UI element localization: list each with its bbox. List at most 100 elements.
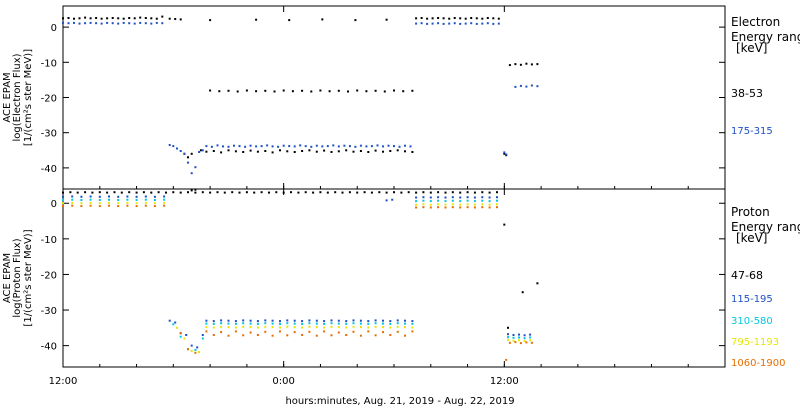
point-175-315 bbox=[117, 22, 120, 25]
point-115-195 bbox=[117, 195, 120, 198]
point-38-53 bbox=[111, 17, 114, 19]
point-175-315 bbox=[168, 144, 171, 146]
point-175-315 bbox=[481, 22, 484, 25]
point-1060-1900 bbox=[279, 330, 281, 333]
point-1060-1900 bbox=[227, 334, 230, 337]
point-175-315 bbox=[161, 22, 164, 25]
point-1060-1900 bbox=[496, 206, 498, 209]
point-38-53 bbox=[319, 89, 322, 92]
point-115-195 bbox=[264, 319, 267, 322]
point-175-315 bbox=[505, 153, 508, 156]
point-115-195 bbox=[168, 319, 171, 322]
point-47-68 bbox=[128, 191, 131, 194]
point-175-315 bbox=[409, 145, 412, 148]
point-175-315 bbox=[111, 22, 114, 25]
point-310-580 bbox=[256, 322, 259, 325]
point-795-1193 bbox=[220, 325, 223, 328]
point-38-53 bbox=[525, 62, 528, 65]
point-38-53 bbox=[337, 150, 340, 153]
point-175-315 bbox=[238, 145, 241, 148]
point-47-68 bbox=[363, 191, 366, 194]
point-115-195 bbox=[301, 320, 304, 323]
point-310-580 bbox=[352, 322, 355, 325]
point-175-315 bbox=[106, 21, 109, 24]
point-1060-1900 bbox=[374, 334, 377, 337]
point-1060-1900 bbox=[444, 206, 447, 209]
point-795-1193 bbox=[108, 201, 110, 204]
point-38-53 bbox=[393, 89, 395, 92]
point-1060-1900 bbox=[466, 206, 469, 209]
point-115-195 bbox=[135, 195, 138, 198]
point-47-68 bbox=[179, 191, 182, 194]
point-1060-1900 bbox=[293, 331, 296, 334]
point-1060-1900 bbox=[301, 334, 304, 336]
point-1060-1900 bbox=[117, 205, 120, 208]
point-38-53 bbox=[67, 17, 70, 19]
electron-y-axis: 0 -10 -20 -30 -40 bbox=[41, 23, 725, 175]
point-1060-1900 bbox=[505, 358, 508, 361]
point-115-195 bbox=[249, 319, 252, 322]
point-38-53 bbox=[442, 17, 445, 20]
point-38-53 bbox=[382, 150, 384, 153]
point-1060-1900 bbox=[367, 330, 370, 333]
point-310-580 bbox=[89, 198, 92, 201]
point-38-53 bbox=[374, 89, 377, 92]
point-175-315 bbox=[370, 145, 373, 148]
point-38-53 bbox=[291, 90, 294, 93]
point-38-53 bbox=[190, 152, 193, 155]
point-795-1193 bbox=[518, 339, 520, 342]
point-115-195 bbox=[190, 344, 193, 347]
point-38-53 bbox=[234, 150, 237, 153]
point-47-68 bbox=[348, 191, 351, 194]
point-47-68 bbox=[172, 191, 175, 194]
point-795-1193 bbox=[396, 325, 399, 328]
point-38-53 bbox=[245, 89, 248, 92]
point-1060-1900 bbox=[473, 206, 476, 209]
point-38-53 bbox=[139, 16, 142, 19]
point-175-315 bbox=[321, 145, 324, 148]
point-795-1193 bbox=[183, 337, 186, 340]
point-38-53 bbox=[286, 150, 289, 153]
point-1060-1900 bbox=[396, 330, 399, 333]
point-175-315 bbox=[73, 21, 75, 24]
point-47-68 bbox=[334, 191, 337, 194]
point-38-53 bbox=[383, 90, 386, 93]
point-175-315 bbox=[453, 22, 456, 25]
point-1060-1900 bbox=[80, 205, 83, 208]
point-1060-1900 bbox=[488, 206, 491, 209]
point-47-68 bbox=[150, 191, 153, 194]
point-175-315 bbox=[420, 22, 423, 25]
point-795-1193 bbox=[481, 203, 484, 206]
point-47-68 bbox=[194, 188, 197, 191]
point-115-195 bbox=[382, 319, 384, 322]
point-795-1193 bbox=[279, 326, 281, 329]
point-115-195 bbox=[330, 319, 333, 322]
point-1060-1900 bbox=[429, 206, 432, 209]
point-795-1193 bbox=[415, 203, 418, 206]
point-175-315 bbox=[310, 145, 313, 148]
point-47-68 bbox=[521, 291, 524, 294]
point-795-1193 bbox=[315, 326, 318, 329]
point-310-580 bbox=[337, 322, 340, 325]
proton-plot-frame bbox=[62, 188, 726, 368]
point-115-195 bbox=[451, 196, 454, 199]
point-795-1193 bbox=[367, 326, 370, 329]
point-175-315 bbox=[62, 21, 64, 24]
point-38-53 bbox=[385, 18, 388, 21]
electron-panel: 0 -10 -20 -30 -40 ACE EPAM log(Electron Flux… bbox=[2, 5, 800, 190]
point-115-195 bbox=[71, 195, 74, 198]
point-310-580 bbox=[466, 199, 469, 202]
point-175-315 bbox=[172, 145, 175, 148]
point-115-195 bbox=[459, 196, 462, 199]
point-38-53 bbox=[236, 90, 239, 93]
point-310-580 bbox=[179, 335, 182, 338]
point-795-1193 bbox=[89, 201, 92, 204]
point-175-315 bbox=[299, 144, 302, 147]
proton-ylabel-line-3: [1/(cm²s ster MeV)] bbox=[23, 229, 34, 326]
point-795-1193 bbox=[496, 203, 498, 206]
point-115-195 bbox=[422, 196, 425, 199]
point-310-580 bbox=[234, 322, 237, 325]
point-795-1193 bbox=[437, 203, 440, 206]
point-175-315 bbox=[519, 84, 522, 87]
point-175-315 bbox=[393, 145, 395, 148]
